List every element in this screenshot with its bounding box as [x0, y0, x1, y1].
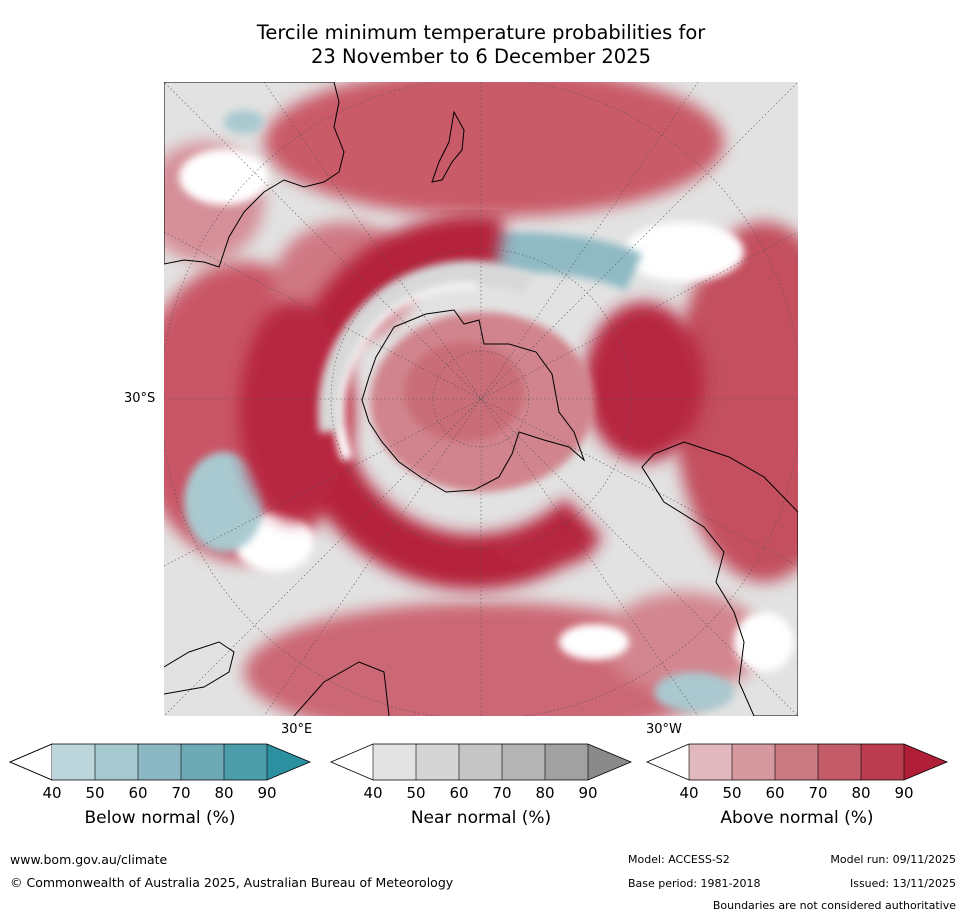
africa-outline	[164, 641, 390, 716]
above-tick: 60	[765, 784, 785, 802]
south-america-outline	[641, 441, 798, 716]
near-swatch-3	[502, 744, 545, 780]
below-tick: 80	[214, 784, 234, 802]
above-swatch-4	[861, 744, 904, 780]
base-period: Base period: 1981-2018	[628, 877, 761, 890]
title-line-1: Tercile minimum temperature probabilitie…	[256, 21, 706, 44]
near-zero-patches	[179, 149, 794, 672]
below-tick: 50	[85, 784, 105, 802]
near-tick: 50	[406, 784, 426, 802]
above-tick: 50	[722, 784, 742, 802]
coastal-ring	[318, 261, 620, 563]
near-tick: 60	[449, 784, 469, 802]
below-swatch-2	[138, 744, 181, 780]
issued-date: Issued: 13/11/2025	[849, 877, 956, 890]
above-swatch-0	[689, 744, 732, 780]
below-swatch-5	[267, 744, 310, 780]
above-normal-label: Above normal (%)	[720, 808, 874, 828]
near-swatch-1	[416, 744, 459, 780]
antarctica-outline	[361, 309, 586, 493]
near-swatch-5	[588, 744, 631, 780]
near-swatch-0	[373, 744, 416, 780]
above-swatch-3	[818, 744, 861, 780]
longitude-label-30w: 30°W	[646, 722, 682, 737]
near-swatch-4	[545, 744, 588, 780]
above-tick: 70	[808, 784, 828, 802]
bom-url-link[interactable]: www.bom.gov.au/climate	[10, 852, 168, 867]
near-tick: 70	[492, 784, 512, 802]
colorbar-below-normal	[8, 743, 312, 781]
colorbar-near-svg	[329, 743, 633, 781]
above-tick: 40	[679, 784, 699, 802]
above-tick: 90	[894, 784, 914, 802]
below-normal-label: Below normal (%)	[84, 808, 236, 828]
probability-map	[164, 82, 798, 716]
model-name: Model: ACCESS-S2	[628, 853, 730, 866]
latitude-label-30s: 30°S	[124, 391, 156, 406]
colorbar-above-normal	[645, 743, 949, 781]
below-swatch-3	[181, 744, 224, 780]
below-tick: 70	[171, 784, 191, 802]
new-zealand-outline	[431, 110, 465, 183]
above-swatch-5	[904, 744, 947, 780]
near-tick: 90	[578, 784, 598, 802]
above-swatch-2	[775, 744, 818, 780]
near-swatch-2	[459, 744, 502, 780]
colorbar-near-normal	[329, 743, 633, 781]
model-run-date: Model run: 09/11/2025	[830, 853, 956, 866]
below-tick: 60	[128, 784, 148, 802]
below-swatch-4	[224, 744, 267, 780]
copyright-text: © Commonwealth of Australia 2025, Austra…	[10, 875, 454, 890]
above-tick: 80	[851, 784, 871, 802]
map-canvas	[164, 82, 798, 716]
colorbar-above-svg	[645, 743, 949, 781]
above-swatch-1	[732, 744, 775, 780]
australia-outline	[164, 82, 345, 268]
below-tick: 40	[42, 784, 62, 802]
below-swatch-0	[52, 744, 95, 780]
below-swatch-1	[95, 744, 138, 780]
graticule	[164, 82, 798, 716]
near-normal-label: Near normal (%)	[410, 808, 552, 828]
near-tick: 40	[363, 784, 383, 802]
strong-above-ring	[239, 214, 704, 590]
map-title: Tercile minimum temperature probabilitie…	[164, 21, 798, 69]
boundaries-disclaimer: Boundaries are not considered authoritat…	[712, 899, 956, 912]
antarctica-field	[370, 312, 594, 492]
colorbar-below-svg	[8, 743, 312, 781]
near-tick: 80	[535, 784, 555, 802]
title-line-2: 23 November to 6 December 2025	[311, 45, 651, 68]
longitude-label-30e: 30°E	[281, 722, 313, 737]
below-tick: 90	[257, 784, 277, 802]
